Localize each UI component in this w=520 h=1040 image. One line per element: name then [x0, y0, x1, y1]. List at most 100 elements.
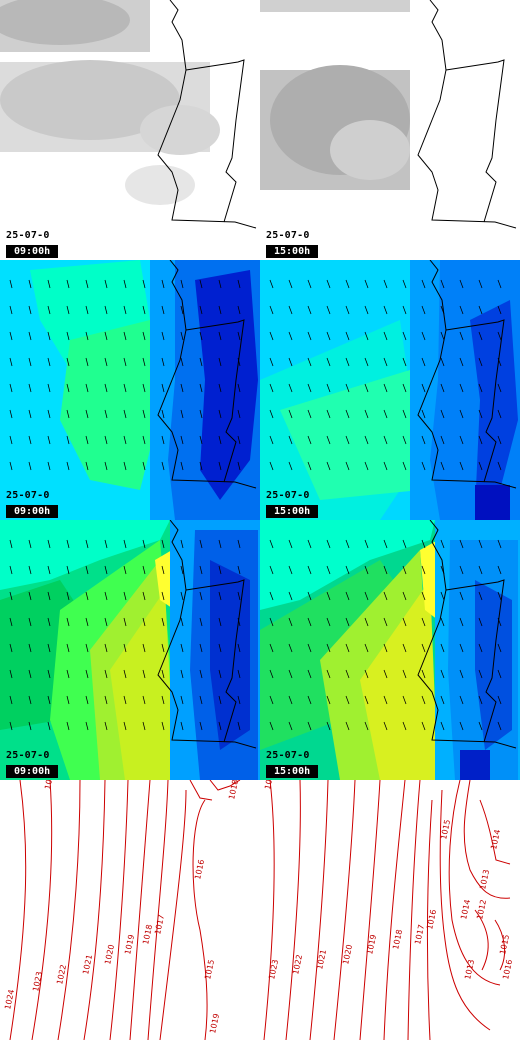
wind-arrow	[288, 617, 293, 627]
isobar-label: 1013	[463, 959, 476, 981]
wind-arrow	[364, 565, 369, 575]
wind-arrow	[142, 305, 146, 315]
wind-arrow	[440, 383, 445, 393]
wind-arrow	[307, 357, 312, 367]
wind-arrow	[497, 721, 502, 731]
wind-arrow	[104, 721, 108, 731]
cloud-map-svg	[0, 0, 260, 260]
wind-arrow	[440, 331, 445, 341]
isobar-label: 1016	[425, 909, 438, 931]
wind-arrow	[478, 409, 483, 419]
wind-arrow	[402, 279, 407, 289]
wind-arrow	[478, 461, 483, 471]
wind-arrow	[199, 409, 203, 419]
wind-arrow	[180, 435, 184, 445]
wind-arrow	[161, 669, 165, 679]
wind-arrow	[218, 305, 222, 315]
wind-arrow	[180, 383, 184, 393]
wind-arrow	[218, 435, 222, 445]
wind-arrow	[345, 643, 350, 653]
wind-arrow	[497, 643, 502, 653]
wind-arrow	[421, 461, 426, 471]
wind-arrow	[161, 565, 165, 575]
wind-arrow	[47, 305, 51, 315]
wind-arrow	[383, 279, 388, 289]
wind-arrow	[497, 461, 502, 471]
wind-arrow	[161, 383, 165, 393]
wind-arrow	[459, 409, 464, 419]
wind-arrow	[478, 357, 483, 367]
temperature-map-1500: 25-07-0 15:00h	[260, 520, 520, 780]
wind-arrow	[402, 591, 407, 601]
isobar-label: 1019	[208, 1013, 221, 1035]
wind-arrow	[47, 591, 51, 601]
date-label: 25-07-0	[6, 230, 50, 241]
wind-arrow	[180, 565, 184, 575]
wind-arrow	[383, 721, 388, 731]
wind-arrow	[47, 721, 51, 731]
wind-arrow	[383, 305, 388, 315]
wind-arrow	[383, 669, 388, 679]
wind-arrow	[47, 409, 51, 419]
wind-arrow	[28, 383, 32, 393]
wind-arrow	[345, 695, 350, 705]
wind-arrow	[497, 591, 502, 601]
date-label: 25-07-0	[266, 750, 310, 761]
wind-arrow	[199, 461, 203, 471]
wind-arrow	[402, 331, 407, 341]
wind-arrow	[161, 409, 165, 419]
wind-arrow	[142, 617, 146, 627]
wind-arrow	[237, 721, 241, 731]
wind-arrow	[326, 669, 331, 679]
wind-arrow	[497, 409, 502, 419]
wind-arrow	[123, 279, 127, 289]
wind-arrow	[269, 279, 274, 289]
wind-arrow	[402, 695, 407, 705]
wind-arrow	[28, 279, 32, 289]
isobar-label: 1016	[501, 959, 514, 981]
wind-arrow	[383, 565, 388, 575]
wind-arrow	[364, 357, 369, 367]
wind-arrow	[345, 669, 350, 679]
temperature-map-svg	[260, 520, 520, 780]
wind-arrow	[364, 279, 369, 289]
wind-arrow	[440, 461, 445, 471]
wind-arrow	[364, 409, 369, 419]
wind-arrow	[142, 669, 146, 679]
wind-arrow	[104, 305, 108, 315]
wind-arrow	[345, 357, 350, 367]
temperature-map-0900: 25-07-0 09:00h	[0, 520, 260, 780]
wind-arrow	[28, 409, 32, 419]
isobar-label: 1023	[31, 971, 44, 993]
wind-arrow	[421, 435, 426, 445]
wind-arrow	[237, 279, 241, 289]
wind-arrow	[123, 669, 127, 679]
wind-arrow	[459, 591, 464, 601]
wind-arrow	[459, 617, 464, 627]
wind-arrow	[364, 461, 369, 471]
wind-arrow	[459, 695, 464, 705]
wind-arrow	[307, 461, 312, 471]
wind-arrow	[459, 539, 464, 549]
wind-arrow	[9, 279, 13, 289]
time-label: 15:00h	[266, 245, 319, 258]
wind-arrow	[66, 669, 70, 679]
isobar-label: 1018	[227, 780, 240, 800]
wind-arrow	[237, 331, 241, 341]
wind-arrow	[28, 435, 32, 445]
wind-map-1500: 25-07-0 15:00h	[260, 260, 520, 520]
wind-arrow	[421, 591, 426, 601]
wind-arrow	[104, 409, 108, 419]
pressure-map-0900: 1024 1023 1022 1021 1020 1019 1018 1017 1016 1015…	[0, 780, 260, 1040]
wind-arrow	[85, 331, 89, 341]
wind-arrow	[66, 383, 70, 393]
wind-arrow	[218, 695, 222, 705]
wind-arrow	[104, 279, 108, 289]
wind-arrow	[478, 565, 483, 575]
wind-arrow	[459, 721, 464, 731]
wind-arrow	[199, 331, 203, 341]
wind-arrow	[47, 669, 51, 679]
isobar-label: 1015	[439, 819, 452, 841]
isobar-label: 1017	[413, 924, 426, 946]
wind-arrow	[288, 279, 293, 289]
